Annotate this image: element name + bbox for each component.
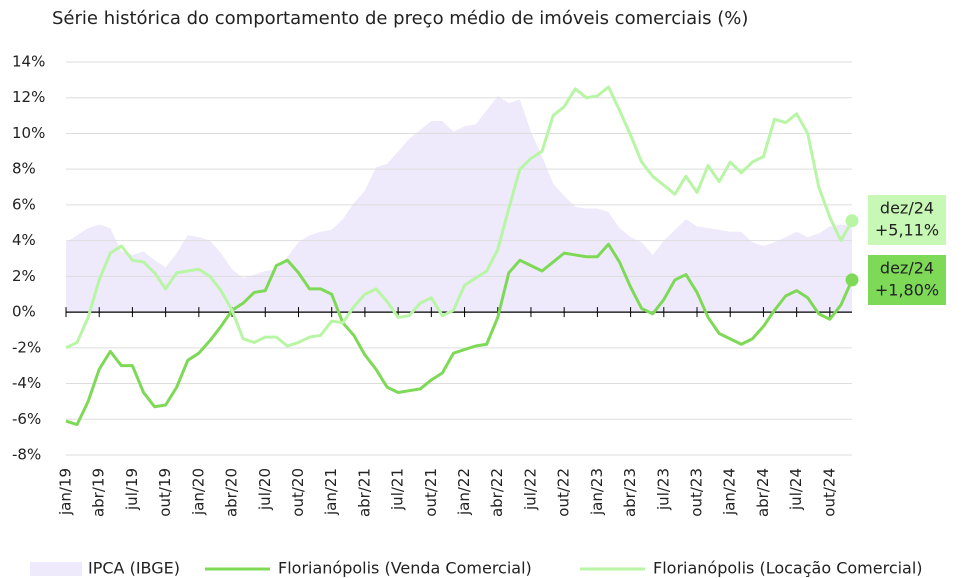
x-tick-label: out/24: [820, 468, 838, 517]
end-dot: [845, 214, 859, 228]
x-tick-label: out/21: [422, 468, 440, 517]
x-tick-label: abr/23: [621, 468, 639, 517]
x-tick-label: jan/20: [189, 468, 207, 516]
annotation-box: [868, 195, 946, 245]
x-tick-label: abr/20: [223, 468, 241, 517]
annotation-text: dez/24: [880, 259, 934, 278]
x-tick-label: abr/24: [754, 468, 772, 517]
x-tick-label: jul/21: [389, 468, 407, 511]
legend-swatch: [30, 562, 82, 576]
annotation-text: dez/24: [880, 199, 934, 218]
x-tick-label: jul/22: [521, 468, 539, 511]
x-tick-label: out/22: [555, 468, 573, 517]
y-tick-label: -8%: [12, 446, 41, 464]
y-tick-label: 2%: [12, 267, 36, 285]
x-tick-label: abr/19: [90, 468, 108, 517]
x-tick-label: abr/22: [488, 468, 506, 517]
end-dot: [845, 273, 859, 287]
y-tick-label: -6%: [12, 410, 41, 428]
line: [65, 242, 854, 427]
area: [66, 95, 852, 313]
x-tick-label: jul/23: [654, 468, 672, 511]
annotation-box: [868, 255, 946, 305]
x-tick-label: jul/24: [787, 468, 805, 511]
x-tick-label: out/20: [289, 468, 307, 517]
x-tick-label: jan/23: [588, 468, 606, 516]
annotation-text: +1,80%: [875, 281, 939, 300]
legend-label: Florianópolis (Locação Comercial): [653, 559, 923, 578]
y-tick-label: 10%: [12, 124, 45, 142]
legend-label: Florianópolis (Venda Comercial): [278, 559, 532, 578]
x-tick-label: jan/21: [322, 468, 340, 516]
y-tick-label: 8%: [12, 160, 36, 178]
x-tick-label: jul/19: [123, 468, 141, 511]
y-tick-label: -2%: [12, 338, 41, 356]
x-tick-label: jan/24: [721, 468, 739, 516]
x-tick-label: out/19: [156, 468, 174, 517]
x-tick-label: out/23: [688, 468, 706, 517]
y-tick-label: 14%: [12, 53, 45, 71]
annotation-text: +5,11%: [875, 221, 939, 240]
line: [65, 85, 854, 350]
y-tick-label: -4%: [12, 374, 41, 392]
x-tick-label: jan/19: [57, 468, 75, 516]
x-tick-label: abr/21: [355, 468, 373, 517]
x-tick-label: jan/22: [455, 468, 473, 516]
y-tick-label: 0%: [12, 303, 36, 321]
legend-label: IPCA (IBGE): [88, 559, 180, 578]
chart-title: Série histórica do comportamento de preç…: [52, 8, 748, 29]
y-tick-label: 6%: [12, 195, 36, 213]
x-tick-label: jul/20: [256, 468, 274, 511]
y-tick-label: 4%: [12, 231, 36, 249]
y-tick-label: 12%: [12, 88, 45, 106]
